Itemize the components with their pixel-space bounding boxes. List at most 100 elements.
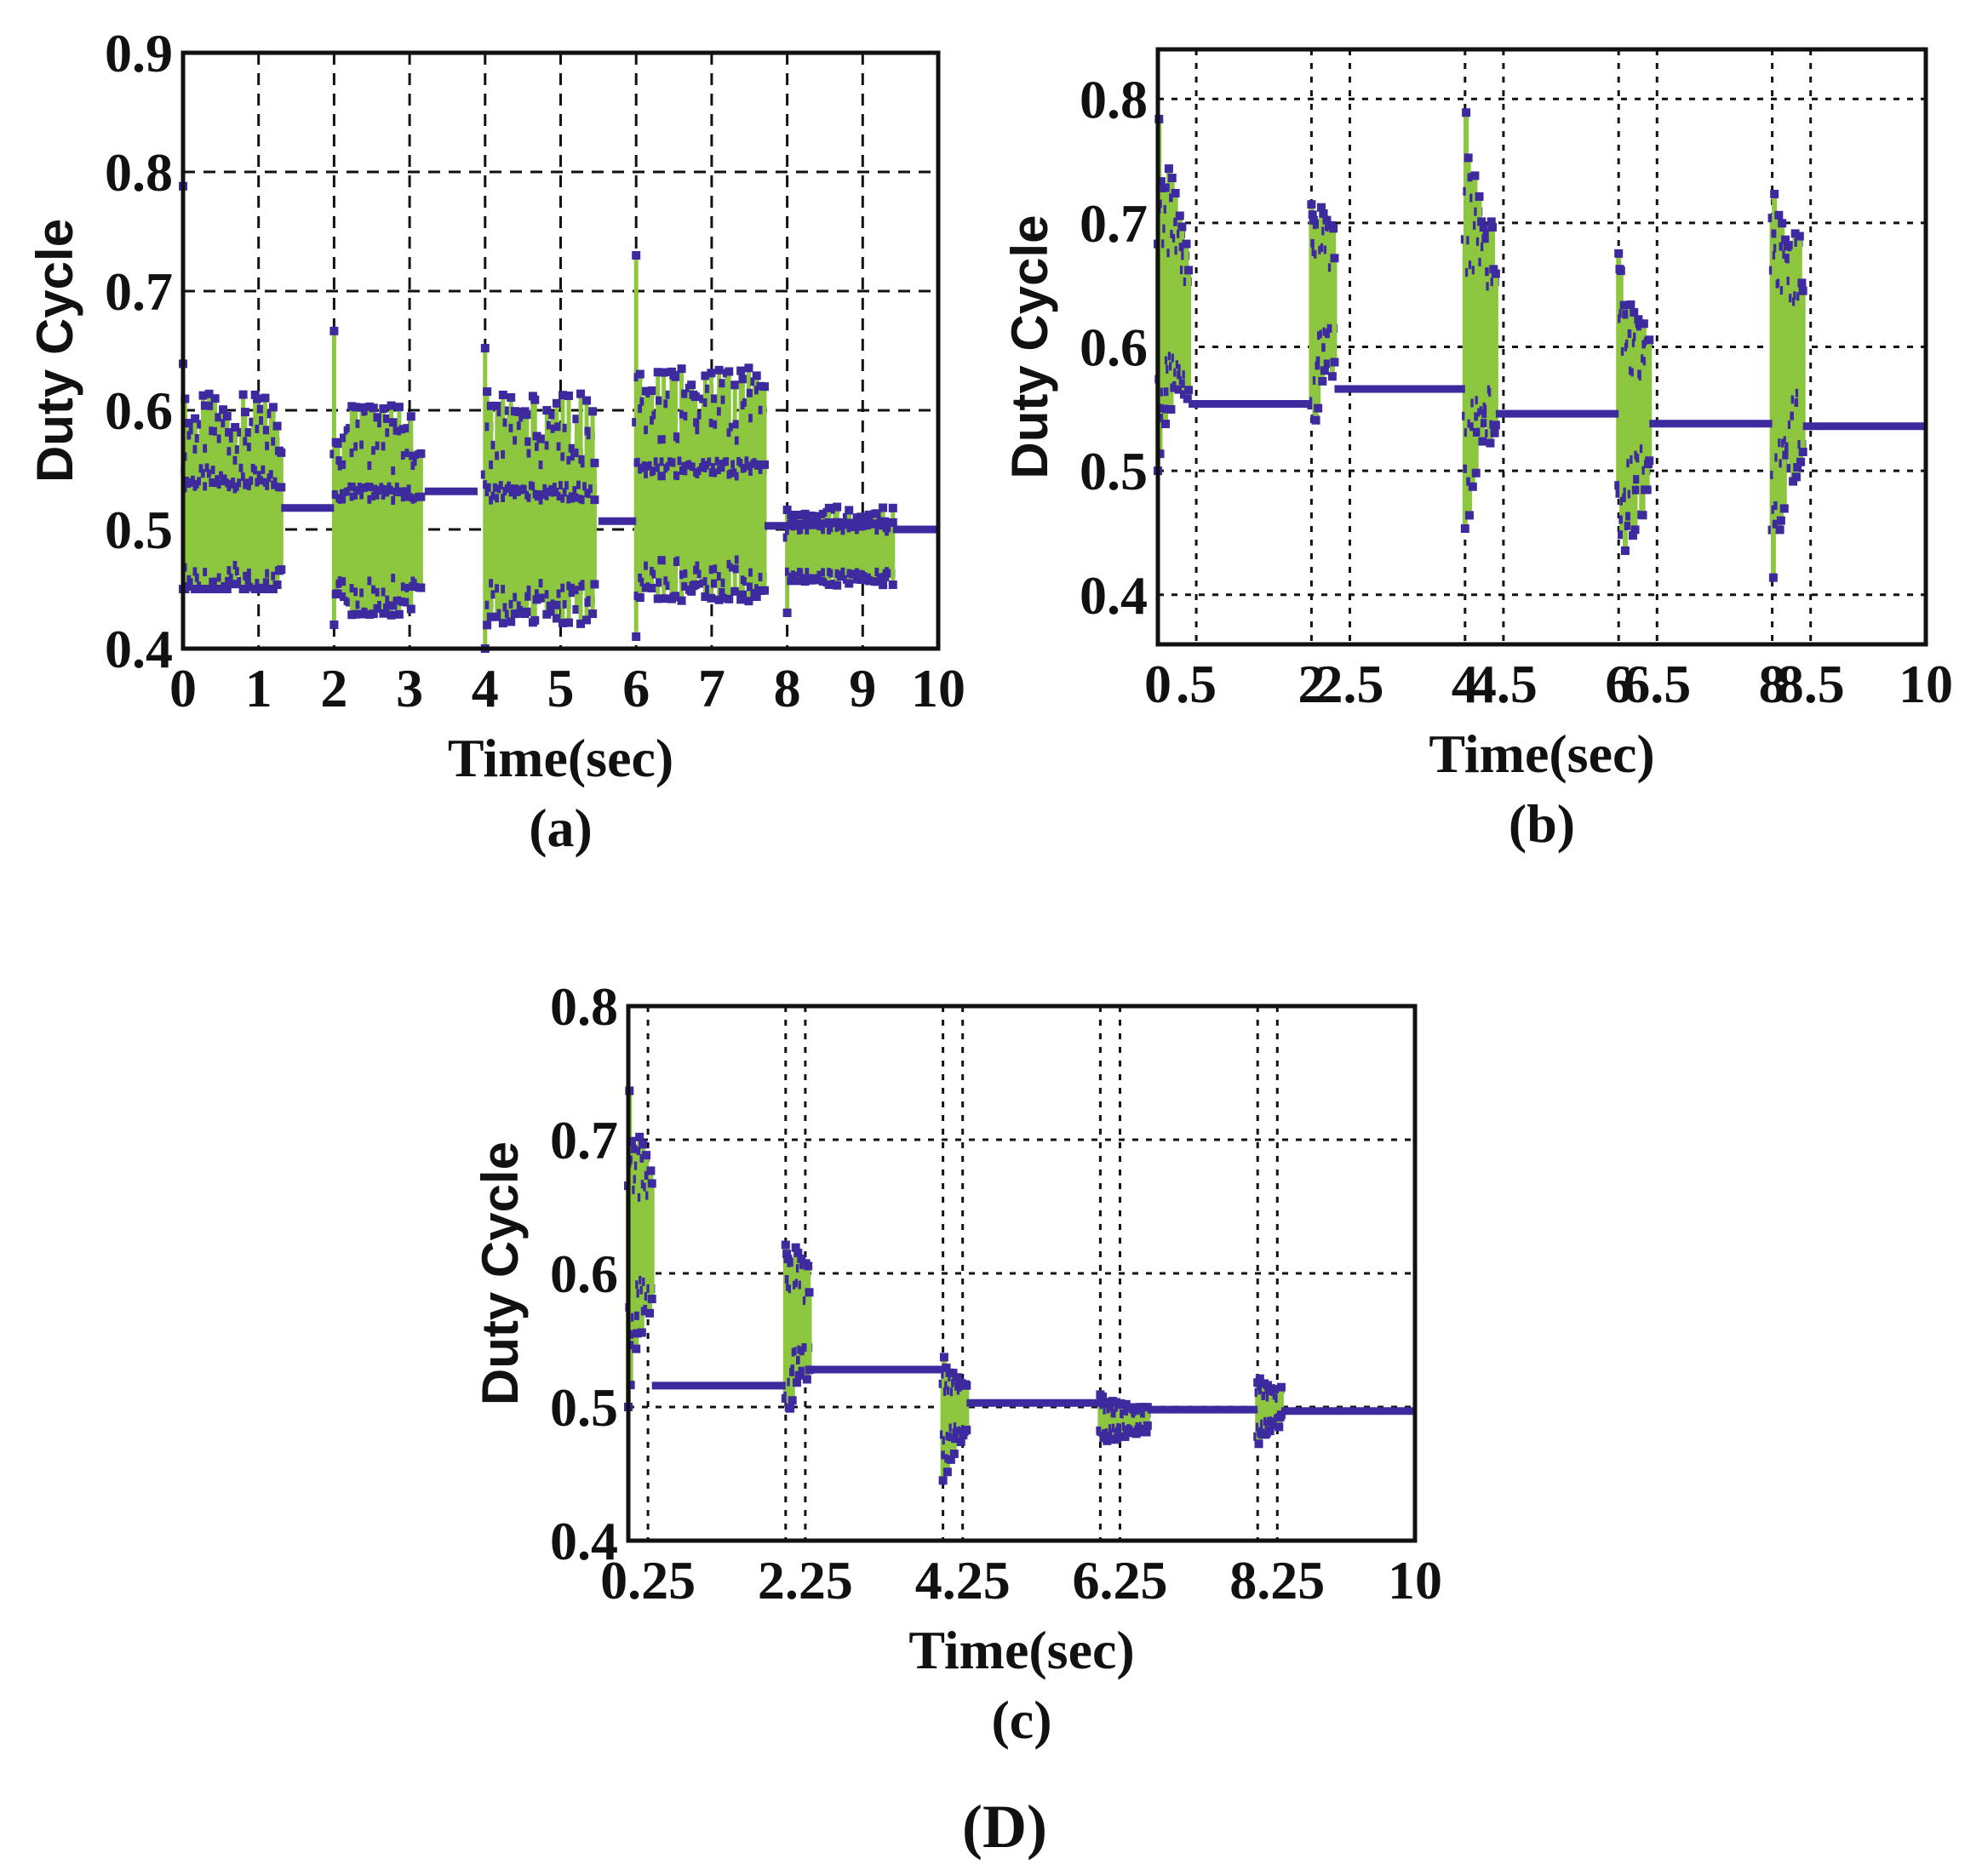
data-point — [480, 344, 490, 353]
data-point — [554, 600, 564, 609]
y-tick-label: 0.7 — [105, 261, 173, 322]
data-point — [690, 392, 700, 402]
data-point — [225, 427, 234, 437]
data-point — [379, 404, 388, 414]
data-point — [687, 586, 696, 596]
data-point — [701, 592, 710, 601]
data-point — [793, 1249, 803, 1258]
data-point — [238, 390, 248, 399]
data-point — [1175, 211, 1184, 220]
data-point — [222, 411, 232, 420]
x-tick-label: 0 — [169, 658, 197, 718]
data-point — [738, 375, 748, 384]
x-tick-label: 0 — [1144, 654, 1171, 714]
data-point — [953, 1373, 962, 1382]
data-point — [1113, 1434, 1122, 1444]
data-point — [1630, 525, 1640, 535]
data-point — [633, 1311, 643, 1320]
data-point — [542, 406, 552, 415]
data-point — [231, 580, 240, 589]
data-point — [632, 632, 641, 641]
data-point — [1797, 278, 1807, 288]
y-tick-label: 0.6 — [105, 380, 173, 441]
data-point — [1795, 232, 1804, 241]
data-point — [707, 593, 716, 603]
data-point — [373, 413, 382, 422]
data-point — [1162, 404, 1171, 414]
perturbation-burst — [632, 251, 769, 641]
data-point — [677, 364, 686, 374]
data-point — [394, 609, 404, 619]
data-point — [387, 610, 396, 620]
perturbation-burst — [179, 181, 286, 593]
data-point — [514, 407, 524, 416]
data-point — [732, 564, 742, 574]
data-point — [1480, 419, 1489, 428]
data-point — [382, 603, 392, 612]
x-axis-label: Time(sec) — [448, 728, 673, 788]
data-point — [1460, 524, 1469, 534]
data-point — [856, 575, 866, 584]
data-point — [1633, 475, 1642, 484]
x-tick-label: 10 — [1388, 1550, 1442, 1610]
data-point — [626, 1381, 635, 1390]
data-point — [1319, 209, 1328, 218]
data-point — [725, 594, 734, 603]
x-tick-label: 2 — [320, 658, 347, 718]
data-point — [647, 386, 656, 395]
data-point — [244, 576, 254, 586]
data-point — [1160, 183, 1169, 192]
data-point — [942, 1363, 951, 1372]
data-point — [1316, 203, 1326, 212]
data-point — [222, 585, 232, 593]
data-point — [1167, 174, 1177, 183]
data-point — [394, 403, 404, 412]
data-point — [1462, 108, 1471, 117]
data-point — [888, 503, 897, 512]
data-point — [646, 1166, 656, 1175]
perturbation-burst — [624, 1086, 656, 1411]
data-point — [738, 590, 748, 599]
data-point — [659, 368, 668, 377]
perturbation-burst — [1767, 189, 1807, 582]
data-point — [946, 1455, 955, 1464]
y-tick-label: 0.6 — [1080, 317, 1148, 378]
data-point — [522, 607, 531, 616]
data-point — [1781, 235, 1790, 244]
data-point — [1470, 171, 1480, 180]
data-point — [759, 460, 769, 469]
data-point — [1307, 200, 1316, 209]
data-point — [231, 422, 240, 432]
data-point — [206, 401, 215, 410]
data-point — [564, 392, 574, 401]
data-point — [656, 396, 665, 405]
y-tick-label: 0.5 — [105, 500, 173, 560]
data-point — [744, 597, 753, 606]
data-point — [1479, 223, 1488, 232]
data-point — [1254, 1439, 1263, 1449]
data-point — [730, 380, 740, 390]
data-point — [590, 495, 599, 505]
data-point — [1774, 210, 1784, 220]
y-tick-label: 0.7 — [550, 1110, 618, 1170]
data-point — [552, 398, 561, 408]
x-tick-label: 2 — [1297, 654, 1325, 714]
panel-c-chart: 0.4 0.5 0.6 0.7 0.8 0.25 2.25 4.25 6.25 8.25 10 Tim… — [472, 976, 1442, 1750]
x-tick-label: 10 — [911, 658, 965, 718]
data-point — [1098, 1393, 1108, 1402]
data-point — [416, 492, 426, 501]
figure-label: (D) — [962, 1793, 1047, 1861]
data-point — [730, 586, 740, 596]
data-point — [403, 598, 412, 607]
data-point — [1111, 1398, 1120, 1407]
data-point — [215, 413, 224, 422]
data-point — [782, 609, 792, 617]
data-point — [369, 403, 378, 413]
perturbation-burst — [1307, 200, 1339, 425]
data-point — [798, 1366, 807, 1376]
data-point — [576, 389, 586, 398]
data-point — [1171, 188, 1180, 197]
data-point — [191, 414, 200, 423]
perturbation-burst — [781, 1240, 814, 1413]
